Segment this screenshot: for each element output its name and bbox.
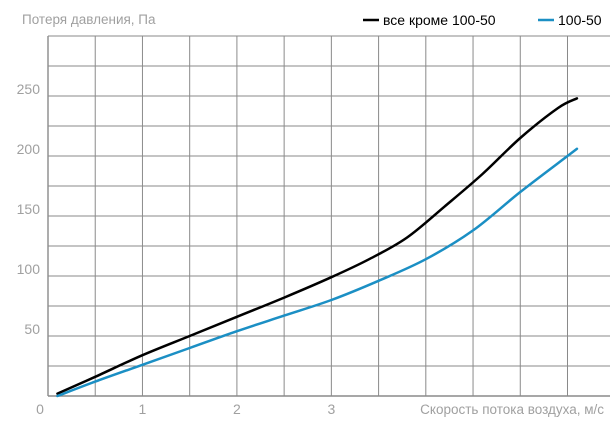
grid (47, 35, 610, 397)
y-tick-label: 200 (17, 141, 41, 157)
legend-label-blue: 100-50 (558, 12, 602, 28)
y-tick-label: 250 (17, 81, 41, 97)
legend: все кроме 100-50 100-50 (363, 12, 602, 28)
y-tick-label: 50 (24, 321, 40, 337)
x-tick-label: 0 (36, 401, 44, 417)
y-tick-label: 150 (17, 201, 41, 217)
y-tick-label: 100 (17, 261, 41, 277)
y-axis-label: Потеря давления, Па (22, 12, 156, 27)
tick-labels: 0 1 2 3 50 100 150 200 250 (17, 81, 336, 417)
x-tick-label: 1 (139, 401, 147, 417)
series-line-blue (56, 147, 579, 398)
legend-label-black: все кроме 100-50 (383, 12, 496, 28)
x-tick-label: 3 (327, 401, 335, 417)
series-line-black (56, 97, 579, 395)
x-tick-label: 2 (233, 401, 241, 417)
x-axis-label: Скорость потока воздуха, м/с (420, 402, 604, 417)
series-lines (56, 97, 579, 398)
